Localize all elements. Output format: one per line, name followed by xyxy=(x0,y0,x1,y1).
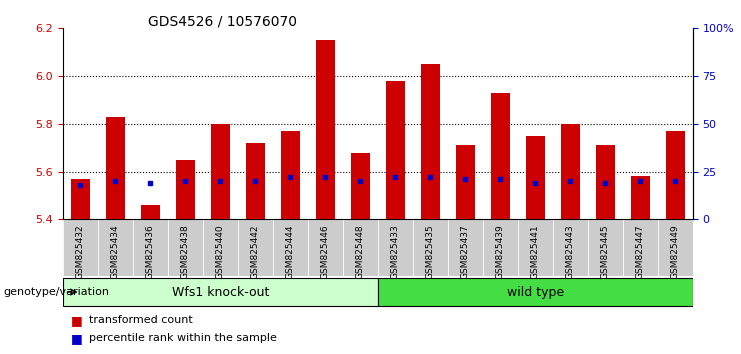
Bar xyxy=(623,219,658,276)
Bar xyxy=(343,219,378,276)
Bar xyxy=(203,219,238,276)
Bar xyxy=(588,219,623,276)
Text: GSM825434: GSM825434 xyxy=(111,224,120,279)
Bar xyxy=(448,219,483,276)
Text: GSM825436: GSM825436 xyxy=(146,224,155,279)
Bar xyxy=(386,81,405,219)
Bar xyxy=(378,219,413,276)
Text: GSM825437: GSM825437 xyxy=(461,224,470,279)
Bar xyxy=(350,153,370,219)
Bar xyxy=(246,143,265,219)
Bar xyxy=(596,145,615,219)
Text: GSM825435: GSM825435 xyxy=(426,224,435,279)
Text: GSM825446: GSM825446 xyxy=(321,224,330,279)
Bar xyxy=(553,219,588,276)
Text: transformed count: transformed count xyxy=(89,315,193,325)
Text: GSM825444: GSM825444 xyxy=(286,224,295,279)
Text: ■: ■ xyxy=(70,314,82,327)
Bar xyxy=(518,219,553,276)
Bar xyxy=(526,136,545,219)
Bar xyxy=(71,179,90,219)
Text: GSM825448: GSM825448 xyxy=(356,224,365,279)
Bar xyxy=(491,93,510,219)
Bar xyxy=(106,117,125,219)
Bar xyxy=(631,177,650,219)
Bar xyxy=(141,205,160,219)
Bar xyxy=(665,131,685,219)
Bar xyxy=(308,219,343,276)
Bar xyxy=(273,219,308,276)
Text: GSM825445: GSM825445 xyxy=(601,224,610,279)
Text: ■: ■ xyxy=(70,332,82,344)
Bar xyxy=(133,219,168,276)
Bar xyxy=(483,219,518,276)
Text: GSM825440: GSM825440 xyxy=(216,224,225,279)
Bar xyxy=(176,160,195,219)
Bar xyxy=(63,278,378,306)
Bar xyxy=(316,40,335,219)
Text: genotype/variation: genotype/variation xyxy=(4,287,110,297)
Bar xyxy=(378,278,693,306)
Bar xyxy=(238,219,273,276)
Bar xyxy=(421,64,440,219)
Text: GSM825449: GSM825449 xyxy=(671,224,679,279)
Bar xyxy=(168,219,203,276)
Text: GDS4526 / 10576070: GDS4526 / 10576070 xyxy=(148,14,297,28)
Text: wild type: wild type xyxy=(507,286,564,298)
Bar xyxy=(413,219,448,276)
Text: GSM825441: GSM825441 xyxy=(531,224,540,279)
Bar xyxy=(98,219,133,276)
Bar xyxy=(63,219,98,276)
Bar xyxy=(456,145,475,219)
Text: percentile rank within the sample: percentile rank within the sample xyxy=(89,333,277,343)
Bar xyxy=(281,131,300,219)
Text: Wfs1 knock-out: Wfs1 knock-out xyxy=(172,286,269,298)
Text: GSM825443: GSM825443 xyxy=(566,224,575,279)
Text: GSM825438: GSM825438 xyxy=(181,224,190,279)
Bar xyxy=(658,219,693,276)
Text: GSM825432: GSM825432 xyxy=(76,224,85,279)
Text: GSM825447: GSM825447 xyxy=(636,224,645,279)
Text: GSM825439: GSM825439 xyxy=(496,224,505,279)
Bar xyxy=(561,124,580,219)
Text: GSM825442: GSM825442 xyxy=(251,224,260,279)
Bar xyxy=(211,124,230,219)
Text: GSM825433: GSM825433 xyxy=(391,224,400,279)
